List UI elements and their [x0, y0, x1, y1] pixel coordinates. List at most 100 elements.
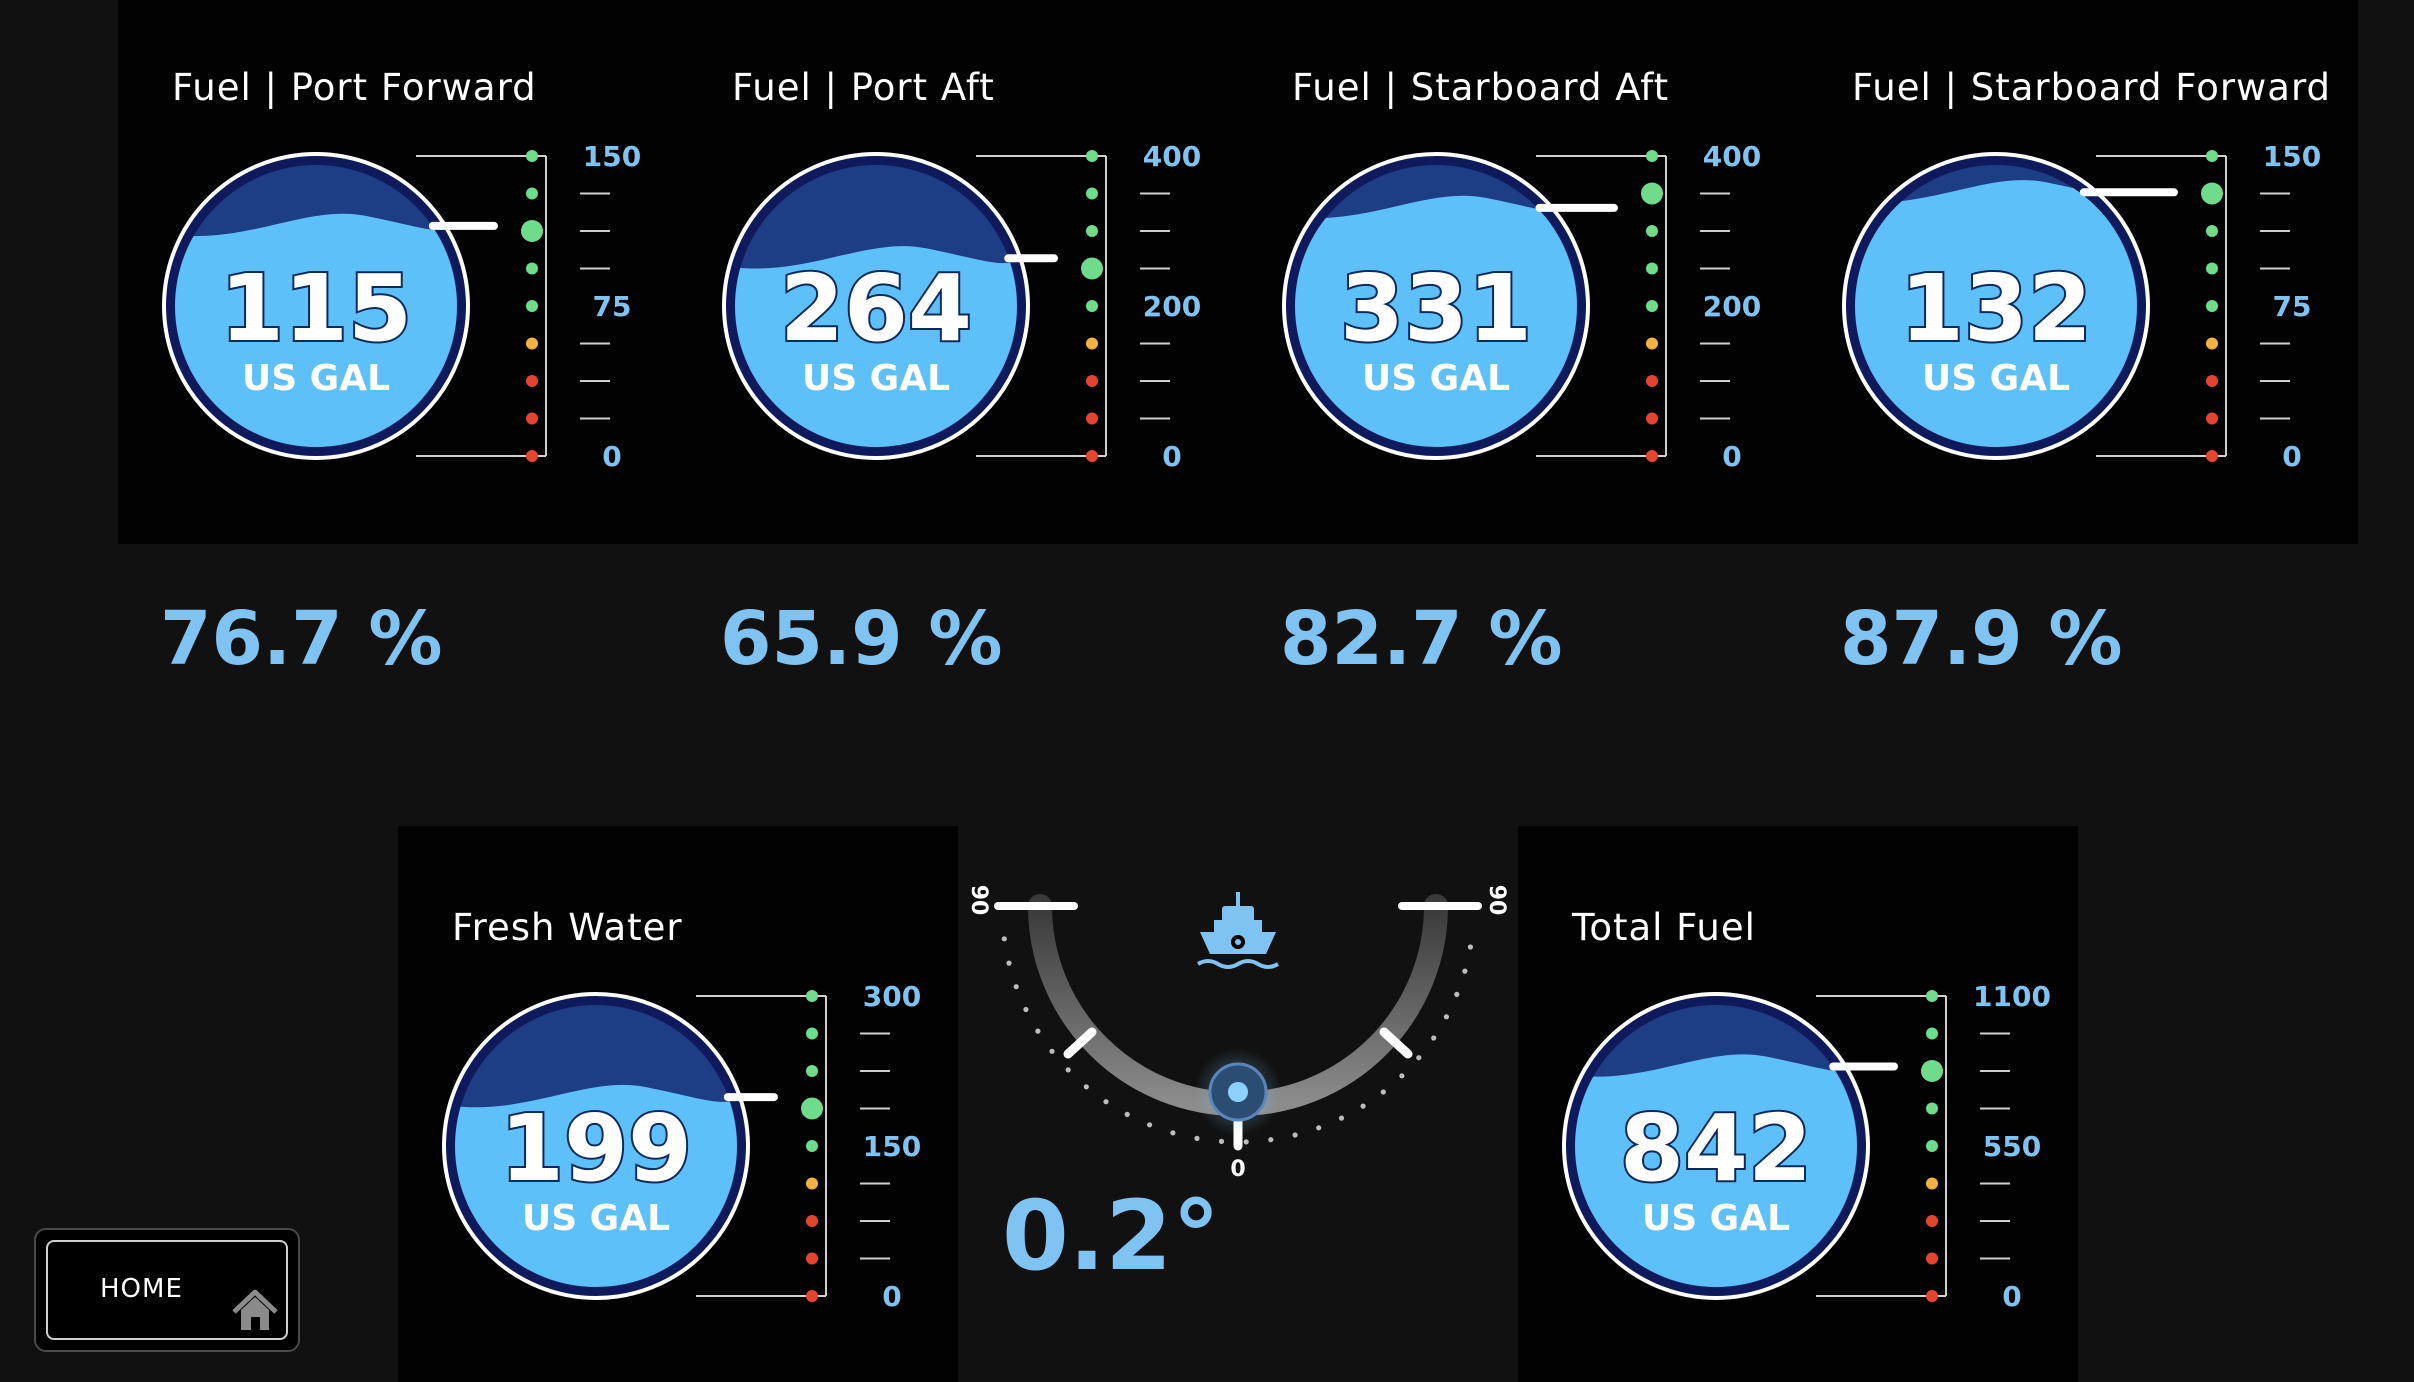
trim-scale-dots: [1001, 936, 1473, 1145]
trim-dot: [1049, 1048, 1055, 1054]
scale-mid-label: 550: [1983, 1130, 2041, 1163]
scale-dot: [1086, 300, 1098, 312]
scale-dot: [2206, 300, 2218, 312]
trim-dot: [1467, 944, 1473, 950]
scale-dot: [1646, 337, 1658, 350]
scale-dot: [2206, 262, 2218, 275]
scale-dot: [1926, 1215, 1938, 1227]
scale-dot: [1086, 450, 1098, 462]
trim-dot: [1243, 1139, 1249, 1145]
tank-fluid: [1294, 164, 1578, 448]
tank-title-port-aft: Fuel | Port Aft: [732, 66, 995, 109]
scale-dot: [1646, 150, 1658, 162]
scale-min-label: 0: [2002, 1280, 2021, 1313]
scale-dot: [1926, 1177, 1938, 1190]
scale-dot: [526, 262, 538, 275]
tank-fluid: [1574, 1004, 1858, 1288]
home-button-frame: [46, 1240, 288, 1340]
trim-dot: [1443, 1014, 1449, 1020]
scale-dot: [2206, 450, 2218, 462]
scale-max-label: 300: [863, 980, 921, 1013]
scale-dot: [1646, 262, 1658, 275]
scale-dot: [1926, 1252, 1938, 1265]
scale-dot: [806, 1177, 818, 1190]
tank-title-starboard-aft: Fuel | Starboard Aft: [1292, 66, 1670, 109]
tank-unit: US GAL: [802, 358, 950, 399]
tank-percent-port-aft: 65.9 %: [720, 596, 1003, 682]
tank-ring-edge: [162, 152, 470, 460]
tank-percent-starboard-forward: 87.9 %: [1840, 596, 2123, 682]
scale-min-label: 0: [882, 1280, 901, 1313]
tank-unit: US GAL: [1642, 1198, 1790, 1239]
scale-dot: [1086, 375, 1098, 387]
scale-dot: [1926, 1140, 1938, 1152]
tank-value: 842: [1620, 1095, 1812, 1202]
tank-fluid: [174, 164, 458, 448]
scale-dot: [526, 450, 538, 462]
trim-dot: [1399, 1073, 1405, 1079]
tank-title-port-forward: Fuel | Port Forward: [172, 66, 537, 109]
tank-ring-edge: [1562, 992, 1870, 1300]
trim-dot: [1147, 1122, 1153, 1128]
trim-dot: [1431, 1035, 1437, 1041]
scale-max-label: 400: [1703, 140, 1761, 173]
scale-dot: [1646, 450, 1658, 462]
tank-ring: [165, 155, 467, 457]
home-icon: [232, 1290, 278, 1330]
scale-dot: [1086, 150, 1098, 162]
scale-dot: [806, 1065, 818, 1077]
trim-dot: [1013, 984, 1019, 990]
tank-ring-edge: [1282, 152, 1590, 460]
trim-dot: [1103, 1099, 1109, 1105]
tank-value: 331: [1340, 255, 1532, 362]
tank-ring: [1565, 995, 1867, 1297]
trim-dot: [1170, 1130, 1176, 1136]
trim-knob[interactable]: [1228, 1082, 1248, 1102]
trim-left-label: 90: [966, 885, 991, 916]
tank-ring: [1285, 155, 1587, 457]
trim-dot: [1124, 1111, 1130, 1117]
trim-angle-value: 0.2°: [1002, 1180, 1221, 1292]
trim-dot: [1065, 1067, 1071, 1073]
scale-dot: [526, 187, 538, 200]
trim-dot: [1001, 936, 1007, 942]
scale-dot: [1086, 225, 1098, 237]
scale-dot: [1081, 257, 1103, 280]
scale-dot: [806, 1290, 818, 1302]
trim-dot: [1338, 1115, 1345, 1121]
scale-min-label: 0: [1162, 440, 1181, 473]
trim-dot: [1268, 1137, 1274, 1143]
home-button[interactable]: HOME: [34, 1228, 300, 1352]
scale-dot: [806, 1215, 818, 1227]
tank-ring-edge: [1842, 152, 2150, 460]
scale-dot: [806, 1140, 818, 1152]
scale-dot: [1641, 182, 1663, 205]
trim-dot: [1006, 960, 1012, 966]
scale-dot: [1926, 990, 1938, 1002]
scale-dot: [526, 150, 538, 162]
scale-mid-label: 75: [593, 290, 632, 323]
scale-dot: [806, 990, 818, 1002]
scale-dot: [1086, 337, 1098, 350]
tank-ring: [445, 995, 747, 1297]
scale-dot: [1086, 412, 1098, 425]
trim-dot: [1416, 1055, 1422, 1061]
trim-dot: [1194, 1135, 1200, 1141]
scale-dot: [521, 220, 543, 242]
tank-percent-port-forward: 76.7 %: [160, 596, 443, 682]
scale-mid-label: 200: [1703, 290, 1761, 323]
scale-dot: [1646, 300, 1658, 312]
home-button-label: HOME: [100, 1274, 183, 1304]
tank-value: 115: [220, 255, 412, 362]
scale-mid-label: 200: [1143, 290, 1201, 323]
tank-unit: US GAL: [1362, 358, 1510, 399]
trim-dot: [1316, 1125, 1322, 1131]
tank-value: 199: [500, 1095, 692, 1202]
tank-title-starboard-forward: Fuel | Starboard Forward: [1852, 66, 2332, 109]
